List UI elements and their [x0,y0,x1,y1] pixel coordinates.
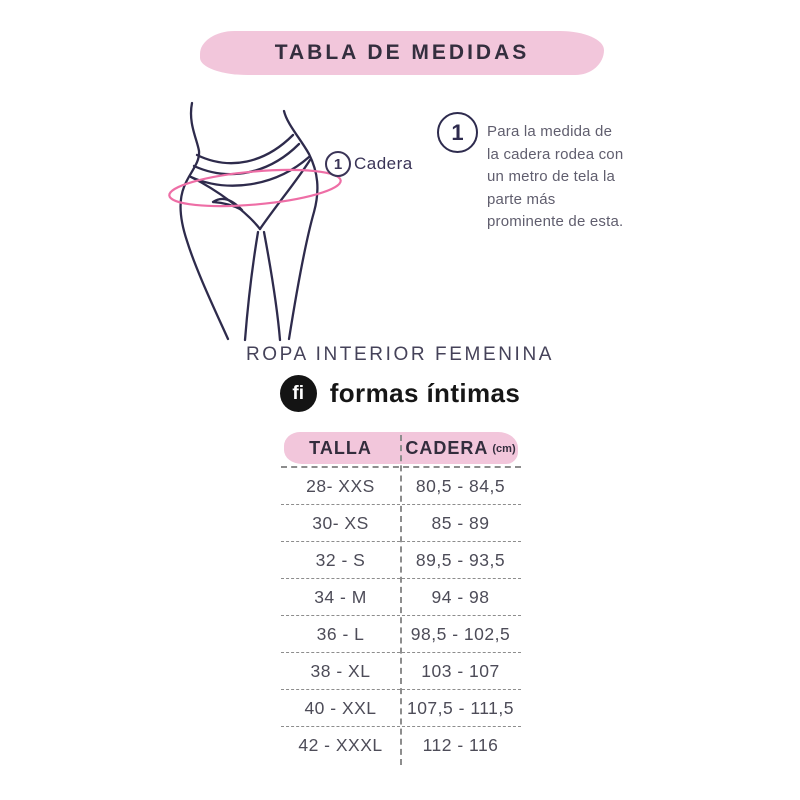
brand-row: fi formas íntimas [0,375,800,412]
instruction-number-badge: 1 [437,112,478,153]
brand-name: formas íntimas [329,378,521,408]
body-outline [179,101,319,342]
table-row: 32 - S 89,5 - 93,5 [281,542,521,579]
size-cell: 42 - XXXL [298,735,383,755]
instruction-line: prominente de esta. [487,213,624,230]
cadera-number-badge: 1 [325,151,351,177]
table-row: 40 - XXL 107,5 - 111,5 [281,690,521,727]
instruction-line: la cadera rodea con [487,145,624,163]
hip-cell: 107,5 - 111,5 [406,697,515,718]
hip-cell: 112 - 116 [422,735,499,755]
measurements-banner: TABLA DE MEDIDAS [200,31,604,75]
banner-title: TABLA DE MEDIDAS [274,41,530,64]
size-cell: 38 - XL [310,660,371,681]
column-divider [400,435,402,765]
hip-cell: 80,5 - 84,5 [415,475,506,496]
size-cell: 32 - S [315,549,366,570]
instruction-text: Para la medida de la cadera rodea con un… [487,121,667,234]
size-cell: 34 - M [314,586,367,607]
instruction-line: Para la medida de [487,123,613,140]
size-cell: 30- XS [312,512,369,533]
size-cell: 40 - XXL [304,697,377,718]
cadera-label-text: Cadera [354,154,413,173]
instruction-line: parte más [487,190,556,208]
size-table: TALLA CADERA (cm) 28- XXS 80,5 - 84,5 30- … [281,431,521,765]
table-row: 42 - XXXL 112 - 116 [281,727,521,764]
size-cell: 28- XXS [306,475,375,496]
hip-header-label: CADERA [405,438,489,458]
category-title: ROPA INTERIOR FEMENINA [245,344,555,365]
hip-cell: 85 - 89 [431,512,490,533]
hip-cell: 94 - 98 [431,586,490,607]
hip-cell: 103 - 107 [421,660,500,681]
instruction-line: un metro de tela la [487,168,616,185]
size-cell: 36 - L [316,623,365,644]
hip-cell: 89,5 - 93,5 [415,549,506,570]
brand-logo-icon: fi [279,375,317,412]
hip-figure-illustration [168,101,342,342]
measuring-tape-ellipse [168,168,342,208]
size-column-header: TALLA [309,438,372,458]
hip-unit-label: (cm) [492,442,516,455]
hip-column-header: CADERA (cm) [400,431,521,466]
hip-cell: 98,5 - 102,5 [410,623,511,644]
cadera-callout: 1 Cadera [325,151,413,177]
